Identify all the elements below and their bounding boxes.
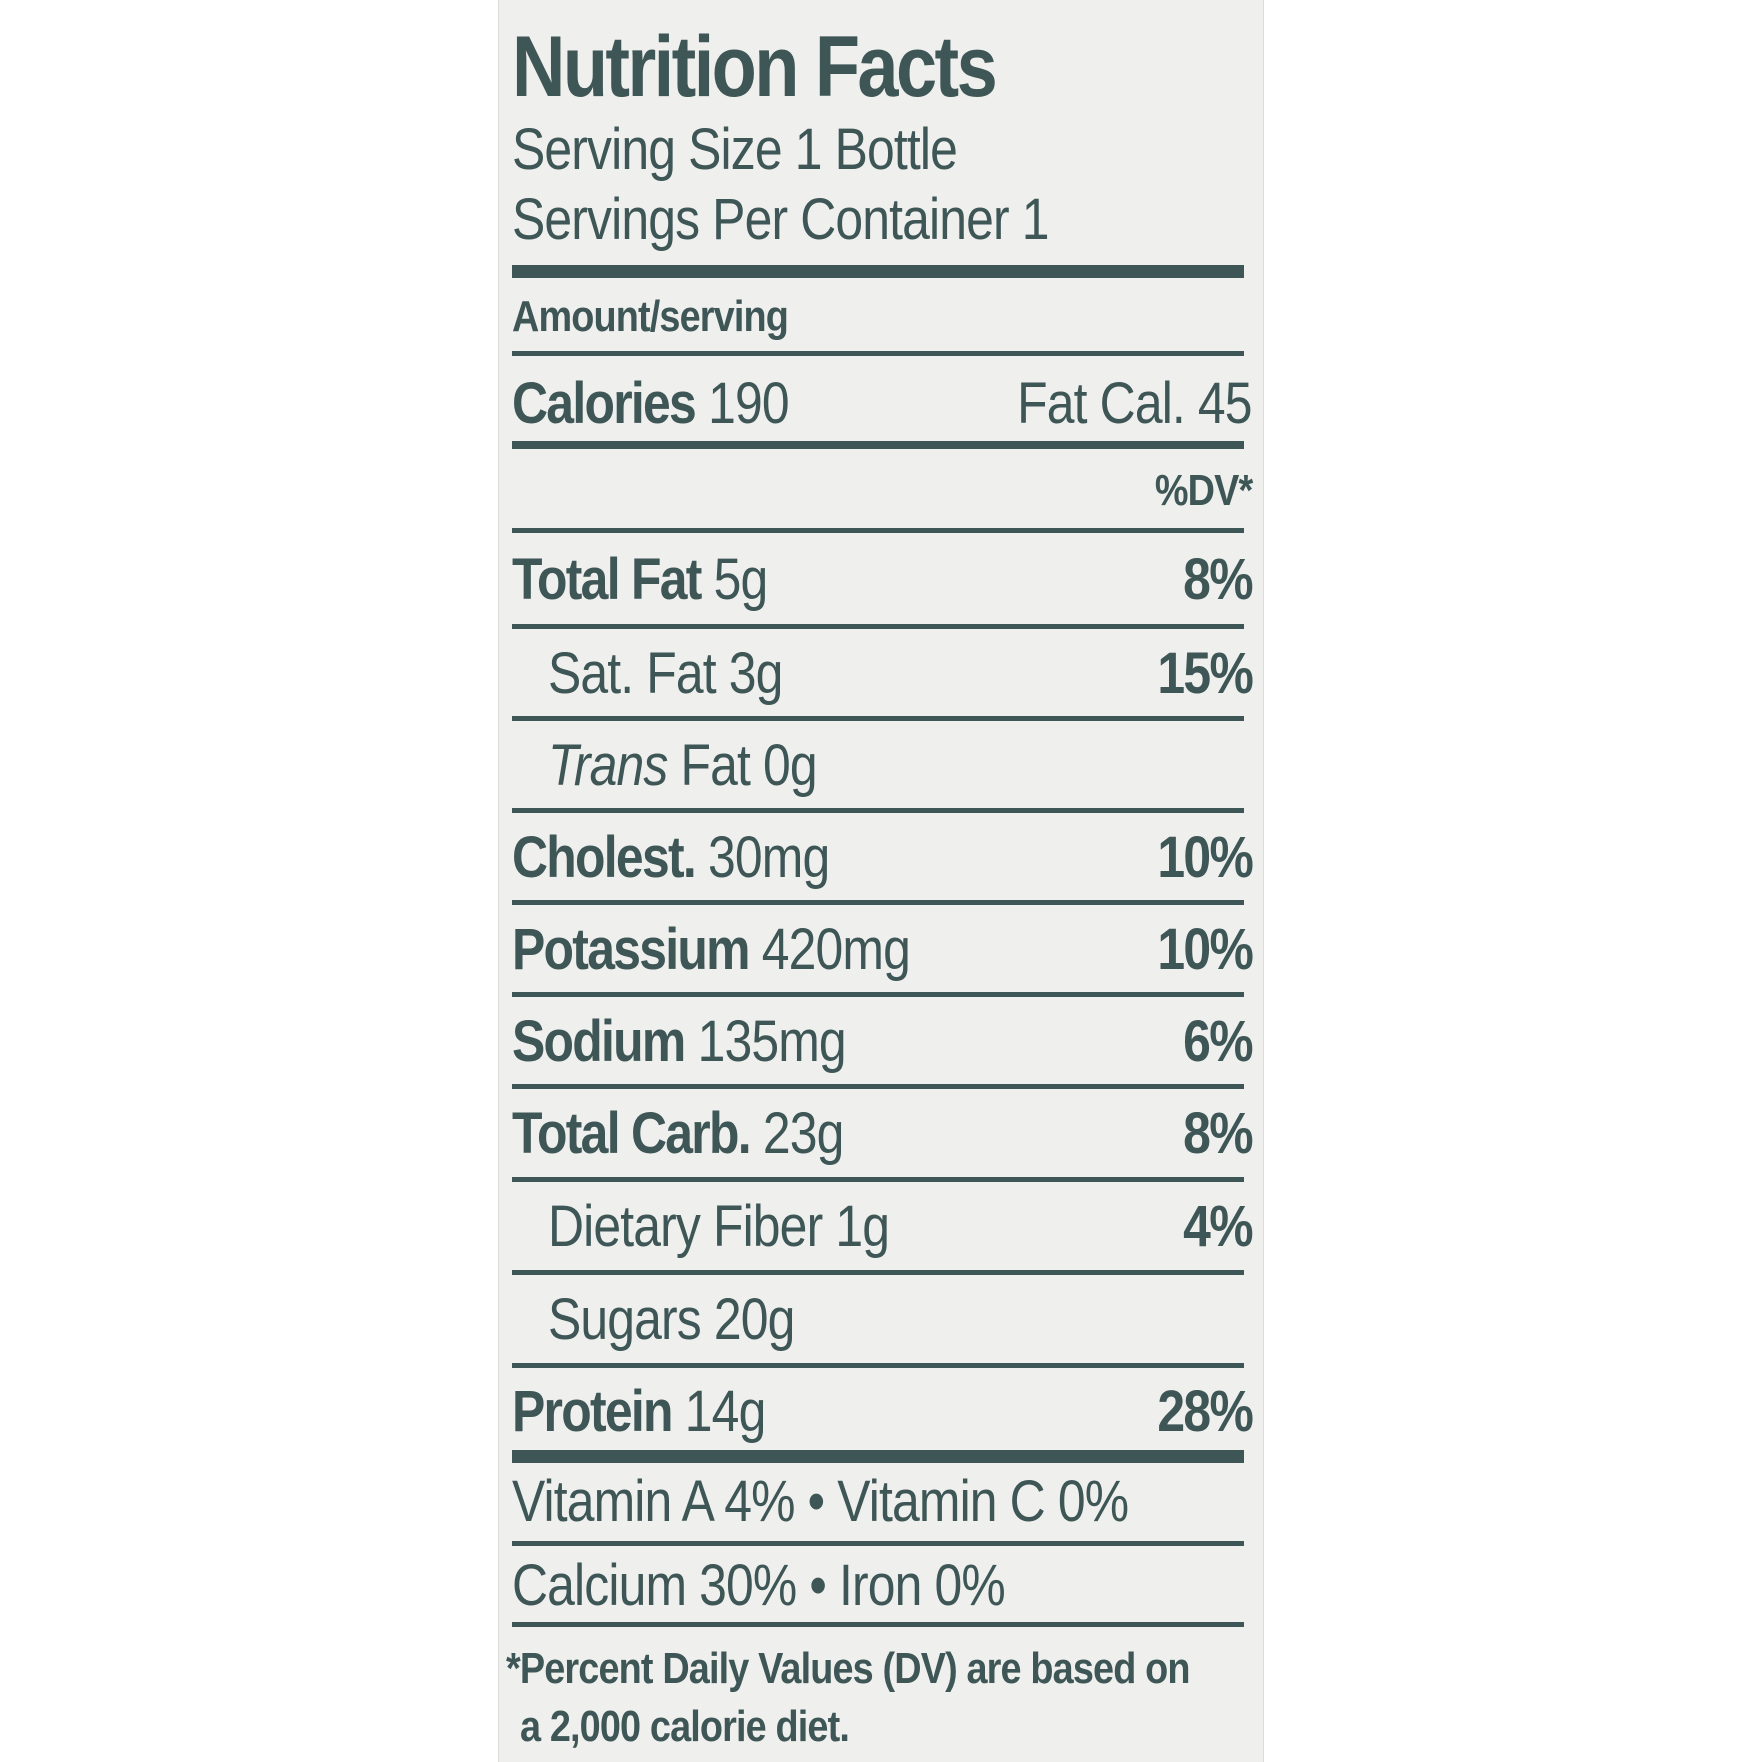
divider <box>512 1270 1244 1275</box>
vitamins-row-2: Calcium 30% • Iron 0% <box>512 1552 1252 1640</box>
vitamins-text: Vitamin A 4% • Vitamin C 0% <box>512 1469 1129 1534</box>
nutrient-name: Cholest. <box>512 825 697 890</box>
nutrition-label: Nutrition Facts Serving Size 1 Bottle Se… <box>498 0 1264 1762</box>
thick-divider <box>512 1450 1244 1463</box>
nutrient-row-cholesterol: Cholest. 30mg 10% <box>512 816 1254 904</box>
divider <box>512 1363 1244 1368</box>
nutrient-name: Trans <box>548 733 668 798</box>
nutrient-amount: 420mg <box>761 917 911 982</box>
footnote-line-2: a 2,000 calorie diet. <box>520 1702 850 1751</box>
nutrient-name: Dietary Fiber <box>548 1194 823 1259</box>
nutrient-name: Potassium <box>512 917 751 982</box>
footnote-line-1: *Percent Daily Values (DV) are based on <box>506 1644 1190 1693</box>
divider <box>512 351 1244 356</box>
nutrient-row-total-fat: Total Fat 5g 8% <box>512 538 1254 626</box>
divider <box>512 1622 1244 1627</box>
calories-label: Calories <box>512 371 697 436</box>
nutrient-amount: 23g <box>762 1101 845 1166</box>
nutrient-amount: 30mg <box>708 825 830 890</box>
medium-divider <box>512 441 1244 449</box>
divider <box>512 900 1244 905</box>
nutrient-row-sodium: Sodium 135mg 6% <box>512 1000 1254 1088</box>
nutrient-dv: 8% <box>1183 547 1253 612</box>
divider <box>512 808 1244 813</box>
divider <box>512 1084 1244 1089</box>
nutrient-name: Total Fat <box>512 547 702 612</box>
divider <box>512 528 1244 533</box>
divider <box>512 624 1244 629</box>
vitamins-row-1: Vitamin A 4% • Vitamin C 0% <box>512 1468 1252 1556</box>
servings-per-container: Servings Per Container 1 <box>512 187 1050 252</box>
nutrient-name: Sodium <box>512 1009 686 1074</box>
nutrient-dv: 10% <box>1157 825 1253 890</box>
divider <box>512 992 1244 997</box>
nutrient-dv: 10% <box>1157 917 1253 982</box>
amount-per-serving: Amount/serving <box>512 292 789 341</box>
calories-row: Calories 190 Fat Cal. 45 <box>512 362 1253 450</box>
nutrient-row-protein: Protein 14g 28% <box>512 1370 1254 1458</box>
calories-value: 190 <box>708 371 790 436</box>
divider <box>512 1541 1244 1546</box>
nutrient-dv: 8% <box>1183 1101 1253 1166</box>
fat-calories: Fat Cal. 45 <box>1017 371 1252 436</box>
nutrient-dv: 15% <box>1157 641 1253 706</box>
nutrient-name: Total Carb. <box>512 1101 752 1166</box>
nutrient-amount: 14g <box>684 1379 767 1444</box>
nutrient-amount: 135mg <box>697 1009 847 1074</box>
nutrient-row-total-carb: Total Carb. 23g 8% <box>512 1092 1254 1180</box>
nutrient-dv: 6% <box>1183 1009 1253 1074</box>
nutrient-amount: 1g <box>835 1194 890 1259</box>
calories-text: Calories 190 <box>512 370 790 437</box>
nutrient-row-potassium: Potassium 420mg 10% <box>512 908 1254 996</box>
nutrient-amount: 20g <box>713 1287 796 1352</box>
divider <box>512 716 1244 721</box>
divider <box>512 1177 1244 1182</box>
label-title: Nutrition Facts <box>512 19 998 115</box>
nutrient-amount: 3g <box>728 641 784 706</box>
dv-header: %DV* <box>1154 466 1252 515</box>
nutrient-dv: 28% <box>1157 1379 1253 1444</box>
nutrient-amount: 5g <box>713 547 769 612</box>
nutrient-row-sugars: Sugars 20g <box>512 1278 1252 1366</box>
minerals-text: Calcium 30% • Iron 0% <box>512 1553 1006 1618</box>
serving-size: Serving Size 1 Bottle <box>512 117 958 182</box>
thick-divider <box>512 265 1244 278</box>
nutrient-row-dietary-fiber: Dietary Fiber 1g 4% <box>512 1185 1254 1273</box>
nutrient-row-trans-fat: Trans Fat 0g <box>512 724 1252 812</box>
nutrient-row-sat-fat: Sat. Fat 3g 15% <box>512 632 1254 720</box>
nutrient-name: Protein <box>512 1379 674 1444</box>
nutrient-amount: Fat 0g <box>680 733 818 798</box>
nutrient-dv: 4% <box>1183 1194 1253 1259</box>
nutrient-name: Sat. Fat <box>548 641 717 706</box>
nutrient-name: Sugars <box>548 1287 702 1352</box>
